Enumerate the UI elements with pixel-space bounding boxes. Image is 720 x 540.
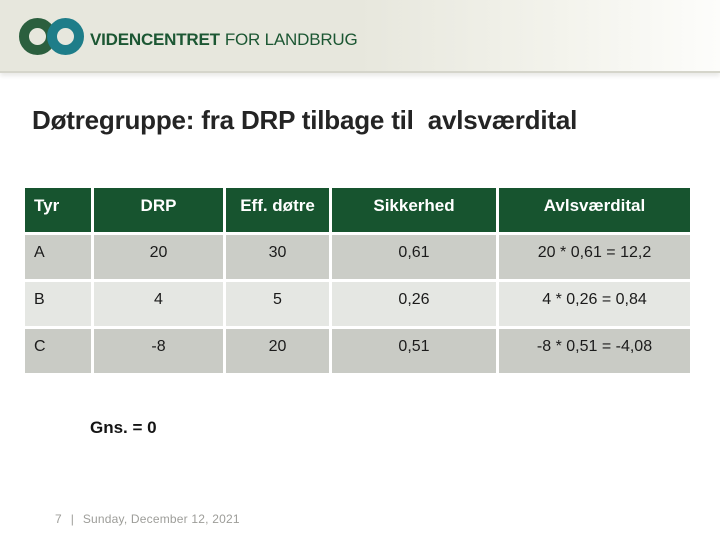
mean-note: Gns. = 0 [90,418,157,437]
table-cell: 20 [94,235,223,279]
table-cell: -8 * 0,51 = -4,08 [499,329,690,373]
table-header-cell: Avlsværdital [499,188,690,232]
table-cell: -8 [94,329,223,373]
brand-name-regular: FOR LANDBRUG [224,30,358,49]
table-header-cell: Tyr [25,188,91,232]
slide-footer: 7 | Sunday, December 12, 2021 [55,512,240,526]
footer-separator: | [70,512,74,526]
table-cell: 0,26 [332,282,496,326]
table-cell: 4 * 0,26 = 0,84 [499,282,690,326]
slide-title: Døtregruppe: fra DRP tilbage til avlsvær… [32,105,578,135]
table-header-cell: Sikkerhed [332,188,496,232]
brand-name-bold: VIDENCENTRET [90,30,220,49]
table-cell: B [25,282,91,326]
table-cell: 0,61 [332,235,496,279]
logo-ring-teal-icon [47,18,84,55]
footer-date: Sunday, December 12, 2021 [82,512,240,526]
table-cell: A [25,235,91,279]
table-cell: C [25,329,91,373]
table-header-cell: Eff. døtre [226,188,329,232]
table-cell: 20 [226,329,329,373]
data-table: Tyr DRP Eff. døtre Sikkerhed Avlsværdita… [25,188,690,373]
table-header-cell: DRP [94,188,223,232]
table-cell: 4 [94,282,223,326]
table-cell: 0,51 [332,329,496,373]
table-cell: 30 [226,235,329,279]
table-cell: 5 [226,282,329,326]
page-number: 7 [55,512,62,526]
brand-name: VIDENCENTRET FOR LANDBRUG [90,30,358,50]
infinity-rings-logo-icon [19,18,85,55]
table-cell: 20 * 0,61 = 12,2 [499,235,690,279]
header-band: VIDENCENTRET FOR LANDBRUG [0,0,720,73]
